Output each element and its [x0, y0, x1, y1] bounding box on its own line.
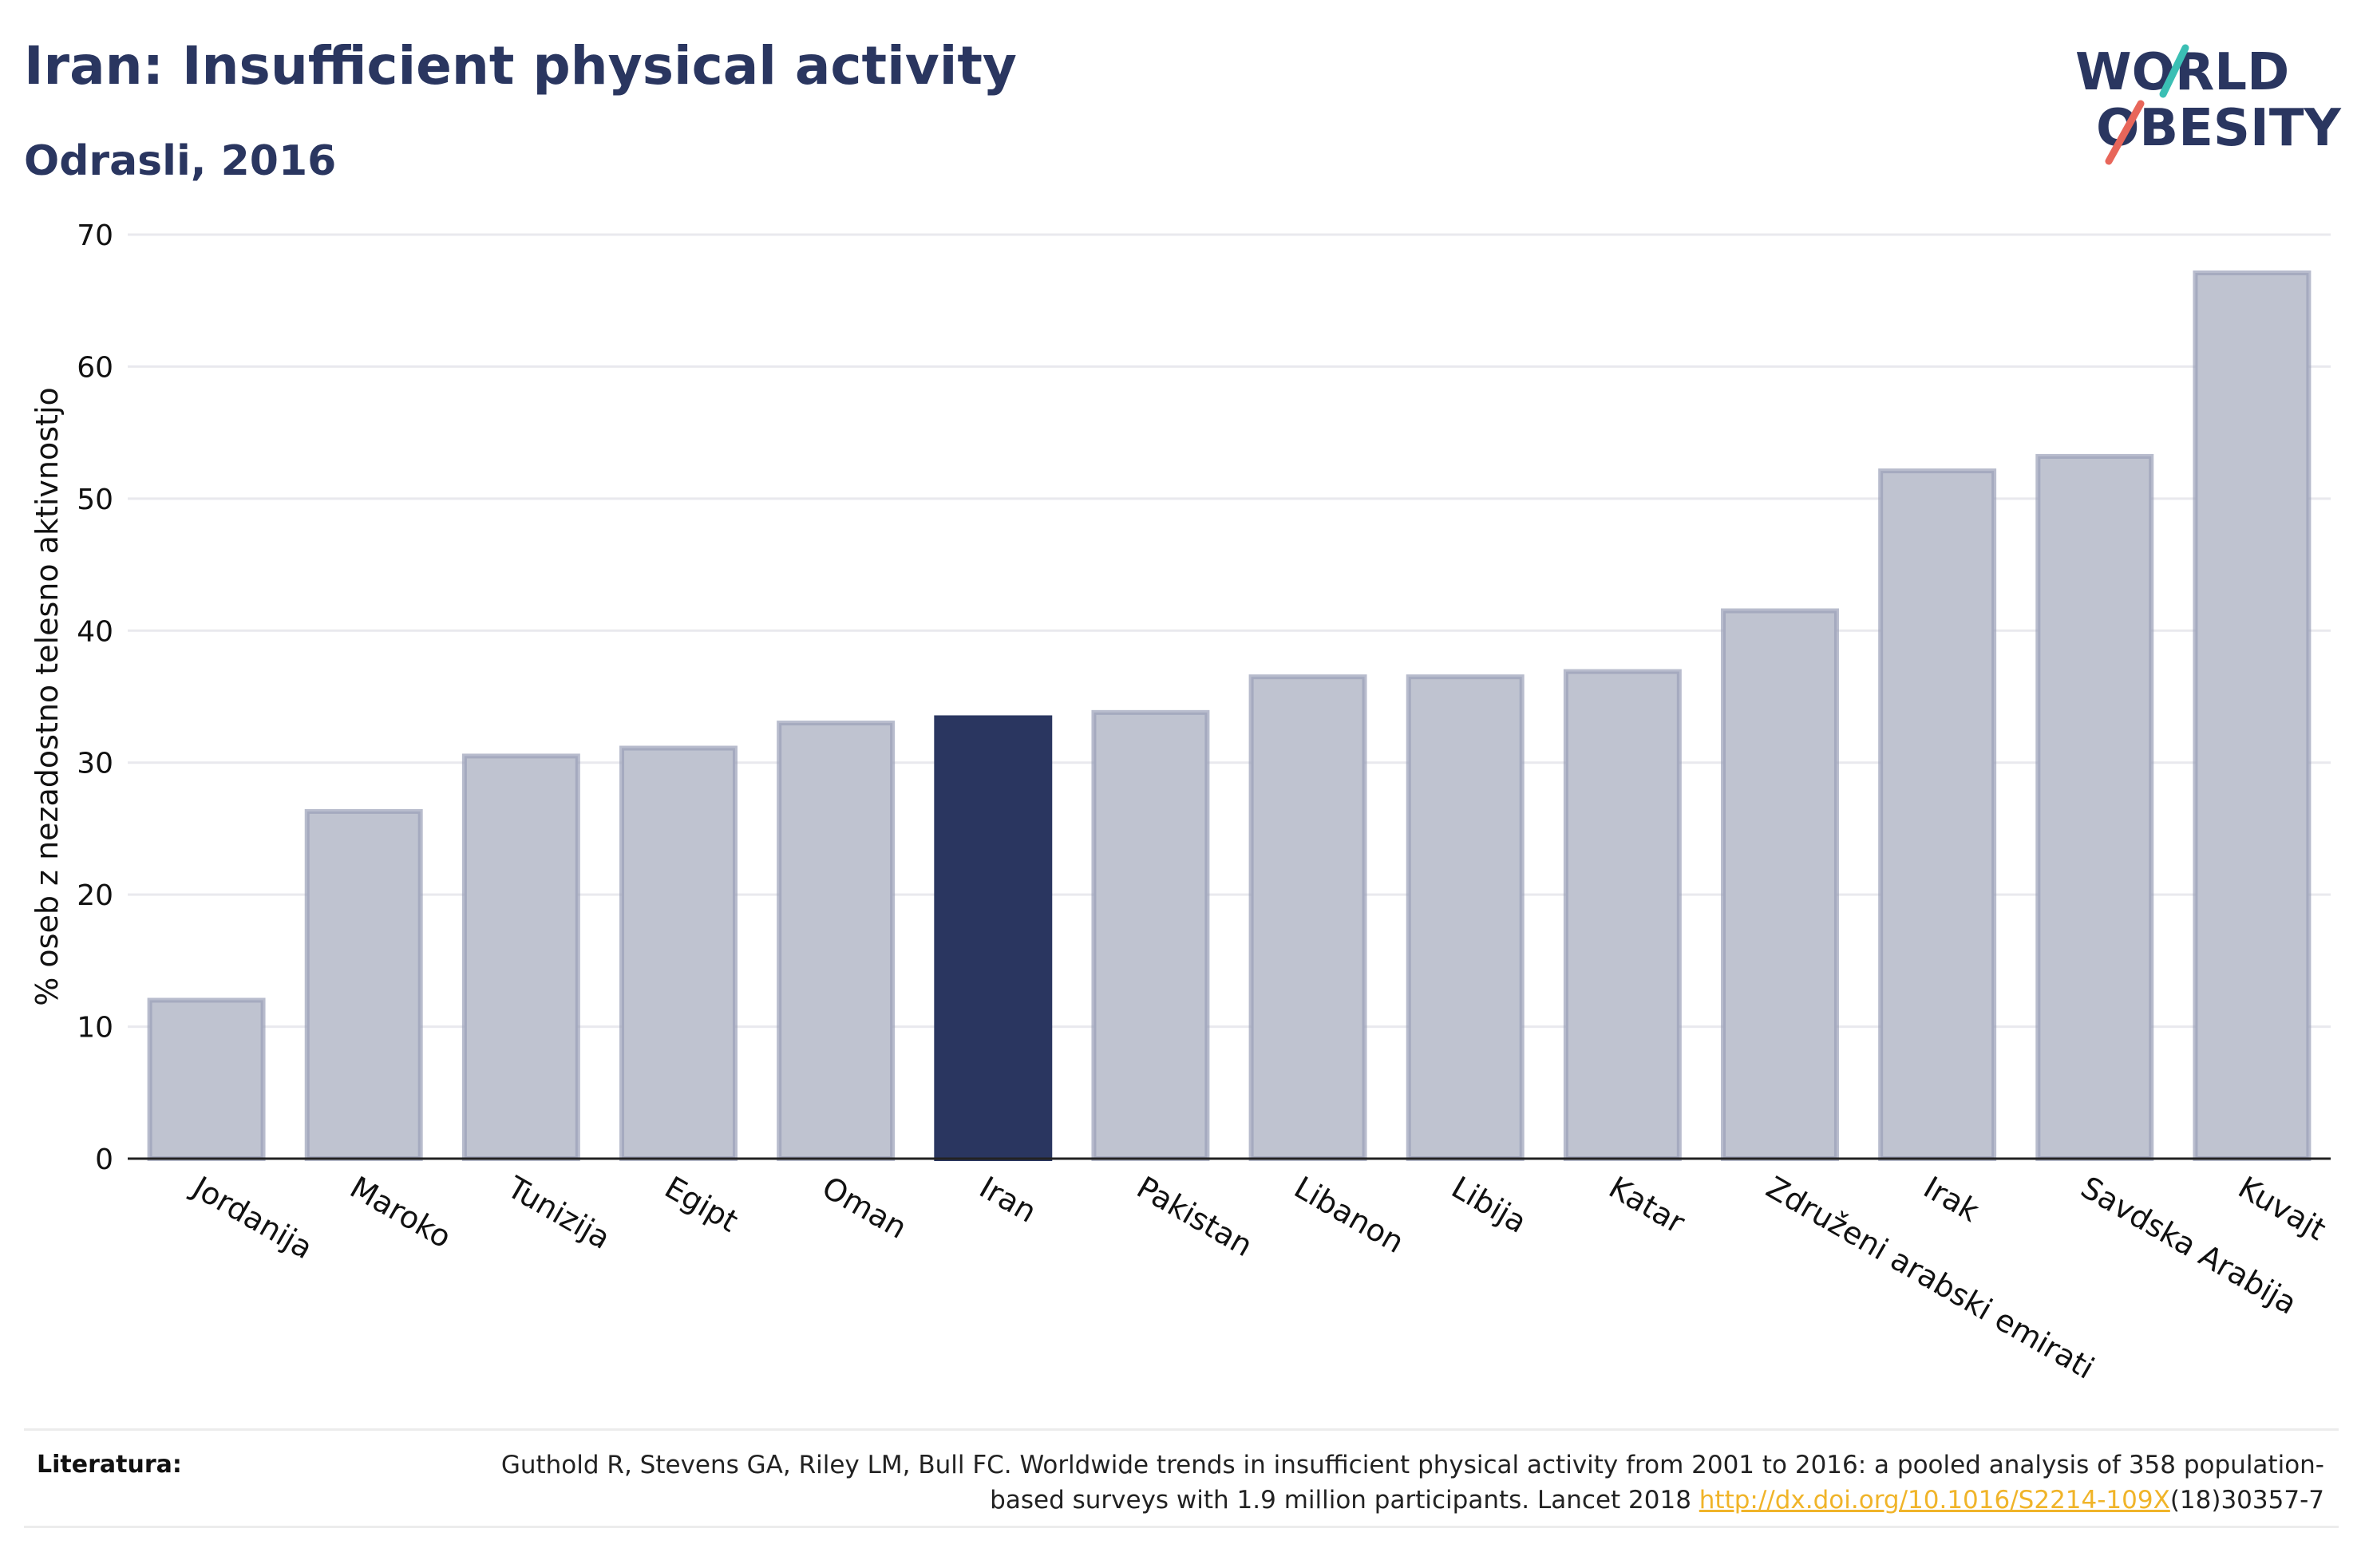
bar-chart: 0 10 20 30 40 50 60 70 Jordanija Maroko Tunizija E… [30, 219, 2331, 1386]
bar-jordanija [147, 997, 266, 1161]
gridlines [128, 233, 2331, 1029]
bar-maroko [304, 808, 423, 1161]
bars [147, 270, 2312, 1162]
bar-irak [1878, 468, 1997, 1161]
y-tick-label: 50 [77, 484, 113, 516]
bar-libanon [1248, 674, 1367, 1161]
x-tick-label: Egipt [659, 1170, 745, 1239]
bar-oman [777, 721, 896, 1161]
y-tick-label: 0 [95, 1143, 113, 1176]
x-tick-label: Iran [974, 1170, 1042, 1230]
bar-kuvajt [2193, 270, 2312, 1162]
x-tick-label: Kuvajt [2232, 1170, 2331, 1247]
y-axis-label: % oseb z nezadostno telesno aktivnostjo [30, 387, 65, 1006]
x-tick-label: Pakistan [1131, 1170, 1259, 1264]
logo-slash-teal [2159, 44, 2189, 98]
y-tick-label: 20 [77, 879, 113, 912]
x-tick-label: Katar [1603, 1170, 1691, 1241]
reference-doi-link[interactable]: http://dx.doi.org/10.1016/S2214-109X [1699, 1486, 2170, 1515]
x-tick-label: Jordanija [185, 1169, 318, 1266]
reference-label: Literatura: [37, 1451, 182, 1479]
world-obesity-logo: WORLD OBESITY [2075, 43, 2341, 165]
bar-egipt [619, 745, 738, 1161]
footer-divider-bottom [24, 1526, 2339, 1528]
bar-savdska-arabija [2035, 453, 2154, 1161]
reference-text: Guthold R, Stevens GA, Riley LM, Bull FC… [488, 1448, 2324, 1518]
reference-citation: Guthold R, Stevens GA, Riley LM, Bull FC… [500, 1451, 2324, 1515]
logo-slash-red [2105, 100, 2145, 165]
y-tick-label: 30 [77, 748, 113, 780]
y-tick-labels: 0 10 20 30 40 50 60 70 [77, 219, 113, 1176]
x-tick-label: Tunizija [500, 1169, 616, 1256]
y-tick-label: 10 [77, 1012, 113, 1045]
chart-title: Iran: Insufficient physical activity [24, 35, 1017, 97]
x-tick-label: Irak [1918, 1170, 1985, 1229]
footer-divider-top [24, 1428, 2339, 1431]
reference-citation-suffix: (18)30357-7 [2169, 1486, 2324, 1515]
bar-iran [934, 715, 1053, 1161]
y-tick-label: 60 [77, 351, 113, 384]
x-tick-label: Libanon [1288, 1170, 1410, 1260]
x-tick-labels: Jordanija Maroko Tunizija Egipt Oman Iran Paki… [185, 1169, 2331, 1386]
x-tick-label: Oman [817, 1170, 913, 1246]
bar-tunizija [461, 753, 580, 1161]
bar-katar [1563, 669, 1682, 1161]
bar-združeni-arabski-emirati [1721, 608, 1839, 1161]
bar-pakistan [1091, 709, 1210, 1161]
y-tick-label: 70 [77, 219, 113, 252]
y-tick-label: 40 [77, 615, 113, 648]
chart-subtitle: Odrasli, 2016 [24, 137, 337, 185]
x-tick-label: Maroko [344, 1170, 457, 1255]
x-tick-label: Libija [1445, 1170, 1532, 1240]
bar-libija [1406, 674, 1525, 1161]
